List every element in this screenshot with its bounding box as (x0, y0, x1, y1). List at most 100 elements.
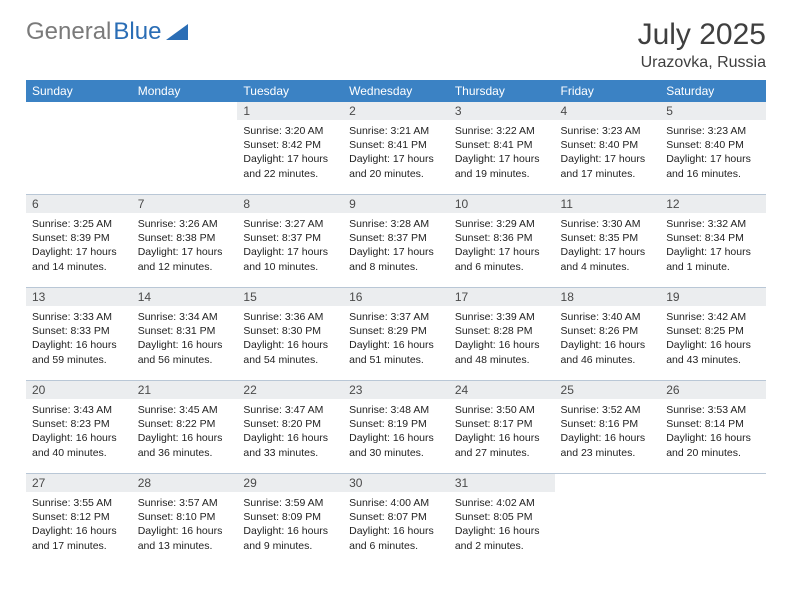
sunrise-text: Sunrise: 4:00 AM (349, 496, 443, 510)
day-number: 6 (26, 195, 132, 213)
daylight-text: Daylight: 16 hours and 48 minutes. (455, 338, 549, 366)
day-details: Sunrise: 3:21 AMSunset: 8:41 PMDaylight:… (343, 120, 449, 185)
calendar-day-cell: 14Sunrise: 3:34 AMSunset: 8:31 PMDayligh… (132, 288, 238, 381)
daylight-text: Daylight: 17 hours and 12 minutes. (138, 245, 232, 273)
daylight-text: Daylight: 16 hours and 23 minutes. (561, 431, 655, 459)
daylight-text: Daylight: 16 hours and 33 minutes. (243, 431, 337, 459)
day-number: 8 (237, 195, 343, 213)
sunset-text: Sunset: 8:26 PM (561, 324, 655, 338)
sunset-text: Sunset: 8:28 PM (455, 324, 549, 338)
calendar-header-row: SundayMondayTuesdayWednesdayThursdayFrid… (26, 80, 766, 102)
sunset-text: Sunset: 8:05 PM (455, 510, 549, 524)
daylight-text: Daylight: 16 hours and 59 minutes. (32, 338, 126, 366)
sunrise-text: Sunrise: 3:50 AM (455, 403, 549, 417)
daylight-text: Daylight: 16 hours and 51 minutes. (349, 338, 443, 366)
sunrise-text: Sunrise: 3:37 AM (349, 310, 443, 324)
sunset-text: Sunset: 8:16 PM (561, 417, 655, 431)
day-details: Sunrise: 3:40 AMSunset: 8:26 PMDaylight:… (555, 306, 661, 371)
calendar-week-row: 27Sunrise: 3:55 AMSunset: 8:12 PMDayligh… (26, 474, 766, 567)
sunset-text: Sunset: 8:10 PM (138, 510, 232, 524)
day-details: Sunrise: 3:39 AMSunset: 8:28 PMDaylight:… (449, 306, 555, 371)
calendar-day-cell: 18Sunrise: 3:40 AMSunset: 8:26 PMDayligh… (555, 288, 661, 381)
day-number: 15 (237, 288, 343, 306)
calendar-day-cell: 21Sunrise: 3:45 AMSunset: 8:22 PMDayligh… (132, 381, 238, 474)
calendar-day-cell: 29Sunrise: 3:59 AMSunset: 8:09 PMDayligh… (237, 474, 343, 567)
sunset-text: Sunset: 8:34 PM (666, 231, 760, 245)
weekday-header: Monday (132, 80, 238, 102)
daylight-text: Daylight: 16 hours and 36 minutes. (138, 431, 232, 459)
day-details: Sunrise: 3:34 AMSunset: 8:31 PMDaylight:… (132, 306, 238, 371)
daylight-text: Daylight: 16 hours and 27 minutes. (455, 431, 549, 459)
calendar-week-row: 13Sunrise: 3:33 AMSunset: 8:33 PMDayligh… (26, 288, 766, 381)
calendar-week-row: 6Sunrise: 3:25 AMSunset: 8:39 PMDaylight… (26, 195, 766, 288)
day-number: 26 (660, 381, 766, 399)
weekday-header: Friday (555, 80, 661, 102)
day-details: Sunrise: 3:33 AMSunset: 8:33 PMDaylight:… (26, 306, 132, 371)
day-details: Sunrise: 3:32 AMSunset: 8:34 PMDaylight:… (660, 213, 766, 278)
weekday-header: Sunday (26, 80, 132, 102)
day-details: Sunrise: 3:23 AMSunset: 8:40 PMDaylight:… (660, 120, 766, 185)
sunrise-text: Sunrise: 3:48 AM (349, 403, 443, 417)
day-number: 28 (132, 474, 238, 492)
day-number: 2 (343, 102, 449, 120)
title-block: July 2025 Urazovka, Russia (638, 18, 766, 72)
sunrise-text: Sunrise: 3:29 AM (455, 217, 549, 231)
daylight-text: Daylight: 16 hours and 20 minutes. (666, 431, 760, 459)
calendar-empty-cell (555, 474, 661, 567)
calendar-week-row: 20Sunrise: 3:43 AMSunset: 8:23 PMDayligh… (26, 381, 766, 474)
brand-text-part1: General (26, 18, 111, 46)
calendar-day-cell: 15Sunrise: 3:36 AMSunset: 8:30 PMDayligh… (237, 288, 343, 381)
day-details: Sunrise: 3:23 AMSunset: 8:40 PMDaylight:… (555, 120, 661, 185)
day-details: Sunrise: 3:26 AMSunset: 8:38 PMDaylight:… (132, 213, 238, 278)
sunset-text: Sunset: 8:09 PM (243, 510, 337, 524)
calendar-day-cell: 24Sunrise: 3:50 AMSunset: 8:17 PMDayligh… (449, 381, 555, 474)
sunset-text: Sunset: 8:17 PM (455, 417, 549, 431)
day-details: Sunrise: 3:28 AMSunset: 8:37 PMDaylight:… (343, 213, 449, 278)
day-details: Sunrise: 3:30 AMSunset: 8:35 PMDaylight:… (555, 213, 661, 278)
daylight-text: Daylight: 17 hours and 6 minutes. (455, 245, 549, 273)
brand-triangle-icon (166, 24, 188, 45)
sunrise-text: Sunrise: 3:47 AM (243, 403, 337, 417)
day-number: 3 (449, 102, 555, 120)
daylight-text: Daylight: 16 hours and 9 minutes. (243, 524, 337, 552)
day-details: Sunrise: 3:52 AMSunset: 8:16 PMDaylight:… (555, 399, 661, 464)
day-number: 10 (449, 195, 555, 213)
sunset-text: Sunset: 8:07 PM (349, 510, 443, 524)
day-details: Sunrise: 3:59 AMSunset: 8:09 PMDaylight:… (237, 492, 343, 557)
brand-text-part2: Blue (113, 18, 161, 46)
sunrise-text: Sunrise: 3:53 AM (666, 403, 760, 417)
sunset-text: Sunset: 8:12 PM (32, 510, 126, 524)
day-number: 20 (26, 381, 132, 399)
day-number: 16 (343, 288, 449, 306)
location-text: Urazovka, Russia (638, 54, 766, 72)
day-number: 11 (555, 195, 661, 213)
calendar-week-row: 1Sunrise: 3:20 AMSunset: 8:42 PMDaylight… (26, 102, 766, 195)
calendar-day-cell: 22Sunrise: 3:47 AMSunset: 8:20 PMDayligh… (237, 381, 343, 474)
daylight-text: Daylight: 17 hours and 16 minutes. (666, 152, 760, 180)
sunset-text: Sunset: 8:42 PM (243, 138, 337, 152)
calendar-day-cell: 16Sunrise: 3:37 AMSunset: 8:29 PMDayligh… (343, 288, 449, 381)
sunrise-text: Sunrise: 3:59 AM (243, 496, 337, 510)
sunset-text: Sunset: 8:31 PM (138, 324, 232, 338)
sunset-text: Sunset: 8:20 PM (243, 417, 337, 431)
daylight-text: Daylight: 17 hours and 22 minutes. (243, 152, 337, 180)
calendar-day-cell: 17Sunrise: 3:39 AMSunset: 8:28 PMDayligh… (449, 288, 555, 381)
sunset-text: Sunset: 8:41 PM (349, 138, 443, 152)
sunrise-text: Sunrise: 3:23 AM (561, 124, 655, 138)
calendar-day-cell: 25Sunrise: 3:52 AMSunset: 8:16 PMDayligh… (555, 381, 661, 474)
daylight-text: Daylight: 16 hours and 30 minutes. (349, 431, 443, 459)
calendar-empty-cell (26, 102, 132, 195)
sunset-text: Sunset: 8:41 PM (455, 138, 549, 152)
sunrise-text: Sunrise: 3:40 AM (561, 310, 655, 324)
day-number: 25 (555, 381, 661, 399)
sunrise-text: Sunrise: 3:21 AM (349, 124, 443, 138)
sunrise-text: Sunrise: 3:39 AM (455, 310, 549, 324)
calendar-day-cell: 19Sunrise: 3:42 AMSunset: 8:25 PMDayligh… (660, 288, 766, 381)
sunrise-text: Sunrise: 3:22 AM (455, 124, 549, 138)
day-details: Sunrise: 3:57 AMSunset: 8:10 PMDaylight:… (132, 492, 238, 557)
sunrise-text: Sunrise: 3:36 AM (243, 310, 337, 324)
day-details: Sunrise: 3:20 AMSunset: 8:42 PMDaylight:… (237, 120, 343, 185)
daylight-text: Daylight: 17 hours and 19 minutes. (455, 152, 549, 180)
sunrise-text: Sunrise: 4:02 AM (455, 496, 549, 510)
daylight-text: Daylight: 17 hours and 17 minutes. (561, 152, 655, 180)
